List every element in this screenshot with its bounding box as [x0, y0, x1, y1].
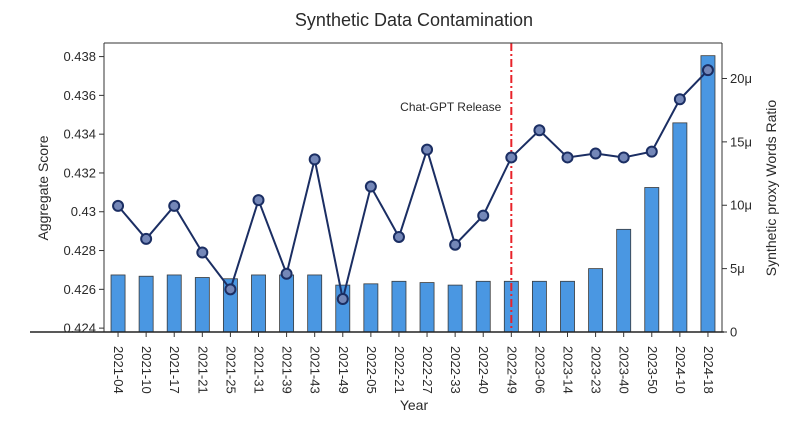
x-tick-label-2024-10: 2024-10: [673, 346, 688, 394]
bar-2022-33: [447, 284, 463, 333]
score-point-2024-10: [673, 93, 686, 106]
x-tick-label-2022-49: 2022-49: [504, 346, 519, 394]
bar-2021-31: [251, 274, 266, 333]
bar-2022-27: [419, 282, 435, 333]
score-point-2021-25: [224, 283, 237, 296]
x-tick-label-2023-06: 2023-06: [532, 346, 547, 394]
bar-2024-10: [672, 122, 688, 333]
aggregate-score-line: [117, 69, 709, 300]
x-tick-label-2024-18: 2024-18: [701, 346, 716, 394]
x-tick-label-2023-23: 2023-23: [589, 346, 604, 394]
score-point-2021-49: [336, 293, 349, 306]
x-tick-label-2022-05: 2022-05: [364, 346, 379, 394]
score-point-2022-49: [505, 151, 518, 164]
score-point-2021-04: [112, 199, 125, 212]
score-point-2022-33: [449, 238, 462, 251]
score-point-2023-40: [617, 151, 630, 164]
y-left-tick-label: 0.432: [63, 165, 96, 180]
score-point-2021-43: [308, 153, 321, 166]
y-left-tick-label: 0.436: [63, 88, 96, 103]
score-point-2023-14: [561, 151, 574, 164]
score-point-2023-50: [645, 145, 658, 158]
x-tick-label-2021-49: 2021-49: [336, 346, 351, 394]
bar-2022-05: [363, 283, 379, 333]
bar-2023-50: [644, 187, 660, 333]
x-axis-title: Year: [400, 397, 429, 413]
bar-2021-17: [166, 274, 182, 333]
y-left-tick-label: 0.434: [63, 127, 96, 142]
bar-2021-39: [279, 274, 295, 333]
bar-2024-18: [700, 55, 716, 333]
y-left-tick-label: 0.426: [63, 282, 96, 297]
score-point-2021-21: [196, 246, 209, 259]
x-tick-label-2023-14: 2023-14: [561, 346, 576, 394]
x-tick-label-2023-40: 2023-40: [617, 346, 632, 394]
y-right-tick-label: 5μ: [730, 261, 745, 276]
bar-2021-49: [335, 284, 351, 333]
y-left-axis-title: Aggregate Score: [35, 135, 51, 240]
x-tick-label-2022-40: 2022-40: [476, 346, 491, 394]
x-tick-label-2022-33: 2022-33: [448, 346, 463, 394]
chart-title: Synthetic Data Contamination: [295, 10, 533, 30]
y-right-tick-label: 0: [730, 325, 737, 340]
y-left-tick-label: 0.428: [63, 243, 96, 258]
x-tick-label-2021-43: 2021-43: [308, 346, 323, 394]
score-point-2022-40: [477, 209, 490, 222]
y-left-tick-label: 0.424: [63, 321, 96, 336]
x-tick-label-2022-21: 2022-21: [392, 346, 407, 394]
y-right-axis-title: Synthetic proxy Words Ratio: [763, 100, 779, 277]
y-left-tick-label: 0.438: [63, 49, 96, 64]
score-point-2024-18: [701, 64, 714, 77]
y-left-tick-label: 0.43: [71, 204, 96, 219]
x-tick-label-2021-21: 2021-21: [195, 346, 210, 394]
score-point-2021-31: [252, 194, 265, 207]
x-tick-label-2021-04: 2021-04: [111, 346, 126, 394]
x-tick-label-2022-27: 2022-27: [420, 346, 435, 394]
score-point-2022-21: [392, 230, 405, 243]
bar-2023-06: [531, 280, 547, 333]
bar-2022-21: [391, 280, 407, 333]
bar-2023-23: [588, 268, 604, 333]
score-point-2023-06: [533, 124, 546, 137]
y-right-tick-label: 15μ: [730, 134, 752, 149]
bar-2021-04: [110, 274, 126, 333]
x-tick-label-2021-31: 2021-31: [252, 346, 267, 394]
bar-2023-14: [560, 280, 575, 333]
x-tick-label-2021-39: 2021-39: [280, 346, 295, 394]
score-point-2021-10: [140, 232, 153, 245]
x-tick-label-2021-10: 2021-10: [139, 346, 154, 394]
bar-2022-40: [475, 280, 491, 333]
score-point-2021-17: [168, 199, 181, 212]
x-tick-label-2023-50: 2023-50: [645, 346, 660, 394]
score-point-2022-05: [364, 180, 377, 193]
release-annotation: Chat-GPT Release: [400, 100, 501, 114]
bar-2021-43: [307, 274, 323, 333]
bar-2021-10: [138, 275, 154, 333]
score-point-2022-27: [421, 143, 434, 156]
y-right-tick-label: 20μ: [730, 71, 752, 86]
score-point-2023-23: [589, 147, 602, 160]
x-tick-label-2021-17: 2021-17: [167, 346, 182, 394]
score-point-2021-39: [280, 267, 293, 280]
bar-2023-40: [616, 228, 632, 333]
x-tick-label-2021-25: 2021-25: [223, 346, 238, 394]
bar-2021-21: [194, 277, 210, 333]
y-right-tick-label: 10μ: [730, 198, 752, 213]
